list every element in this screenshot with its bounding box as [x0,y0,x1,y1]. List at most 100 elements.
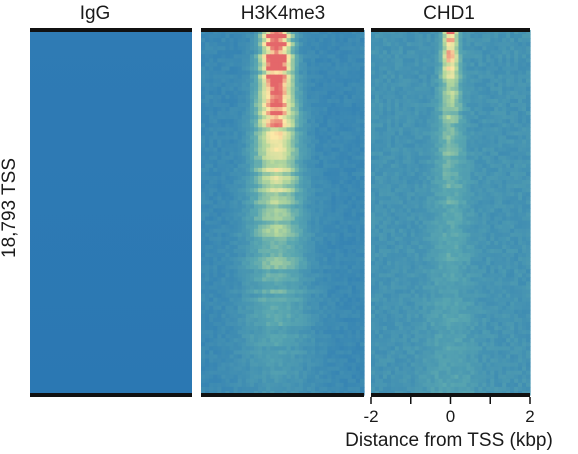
heatmap-cell [494,30,499,35]
heatmap-cell [319,378,324,384]
heatmap-cell [502,98,507,104]
heatmap-cell [331,216,337,222]
heatmap-cell [229,159,235,165]
heatmap-cell [398,131,404,137]
heatmap-cell [319,155,324,161]
heatmap-cell [422,50,428,55]
heatmap-cell [311,180,316,185]
heatmap-cell [462,123,468,128]
heatmap-cell [502,139,507,145]
heatmap-cell [302,269,308,274]
heatmap-cell [311,163,316,169]
heatmap-cell [315,293,320,299]
heatmap-cell [319,176,324,181]
heatmap-cell [335,228,341,234]
heatmap-cell [382,78,388,84]
heatmap-cell [306,147,312,153]
heatmap-cell [323,58,328,64]
heatmap-cell [343,34,349,39]
heatmap-cell [327,224,332,230]
heatmap-cell [351,90,357,96]
heatmap-cell [311,139,316,145]
heatmap-cell [245,58,251,64]
heatmap-cell [319,228,324,234]
heatmap-cell [213,115,218,120]
heatmap-cell [205,176,210,181]
heatmap-cell [355,386,361,392]
heatmap-cell [323,42,328,47]
heatmap-cell [319,135,324,141]
heatmap-cell [298,200,304,205]
heatmap-cell [229,204,235,210]
heatmap-cell [438,62,444,68]
heatmap-cell [398,54,404,59]
heatmap-cell [237,281,243,287]
heatmap-cell [315,66,320,72]
heatmap-cell [278,301,284,307]
heatmap-cell [442,163,448,169]
heatmap-cell [478,123,483,128]
heatmap-cell [270,86,275,92]
heatmap-cell [294,127,300,132]
heatmap-cell [522,131,527,137]
heatmap-cell [355,163,361,169]
heatmap-cell [306,249,312,254]
heatmap-cell [454,151,460,157]
heatmap-cell [258,297,263,303]
heatmap-cell [522,86,527,92]
heatmap-cell [359,273,365,278]
heatmap-cell [319,90,324,96]
heatmap-cell [311,224,316,230]
heatmap-cell [302,58,308,64]
heatmap-cell [205,82,210,88]
heatmap-cell [402,62,408,68]
heatmap-cell [514,34,519,39]
heatmap-cell [410,74,416,80]
heatmap-cell [282,244,288,250]
heatmap-cell [371,119,376,124]
heatmap-cell [225,269,231,274]
heatmap-cell [274,70,280,76]
heatmap-cell [442,70,448,76]
heatmap-cell [315,111,320,116]
heatmap-cell [237,184,243,189]
heatmap-cell [302,334,308,339]
heatmap-cell [442,111,448,116]
heatmap-cell [378,50,384,55]
heatmap-cell [351,139,357,145]
heatmap-cell [458,46,464,51]
heatmap-cell [205,281,210,287]
heatmap-cell [270,82,275,88]
heatmap-cell [502,155,507,161]
heatmap-cell [302,155,308,161]
heatmap-cell [502,119,507,124]
heatmap-cell [442,74,448,80]
heatmap-cell [327,127,332,132]
heatmap-cell [270,240,275,246]
heatmap-cell [298,220,304,226]
heatmap-cell [298,111,304,116]
heatmap-cell [201,244,206,250]
heatmap-cell [458,143,464,149]
heatmap-cell [245,74,251,80]
heatmap-cell [323,115,328,120]
heatmap-cell [221,143,227,149]
heatmap-cell [418,103,424,108]
heatmap-cell [335,90,341,96]
heatmap-cell [319,159,324,165]
heatmap-cell [245,249,251,254]
heatmap-cell [266,171,271,177]
heatmap-cell [306,66,312,72]
heatmap-cell [315,297,320,303]
heatmap-cell [522,74,527,80]
heatmap-cell [490,103,495,108]
heatmap-cell [245,78,251,84]
heatmap-cell [205,366,210,372]
heatmap-cell [249,253,255,258]
heatmap-cell [446,111,452,116]
heatmap-cell [426,151,432,157]
heatmap-cell [249,362,255,368]
heatmap-cell [262,66,267,72]
heatmap-cell [233,86,239,92]
heatmap-cell [351,297,357,303]
